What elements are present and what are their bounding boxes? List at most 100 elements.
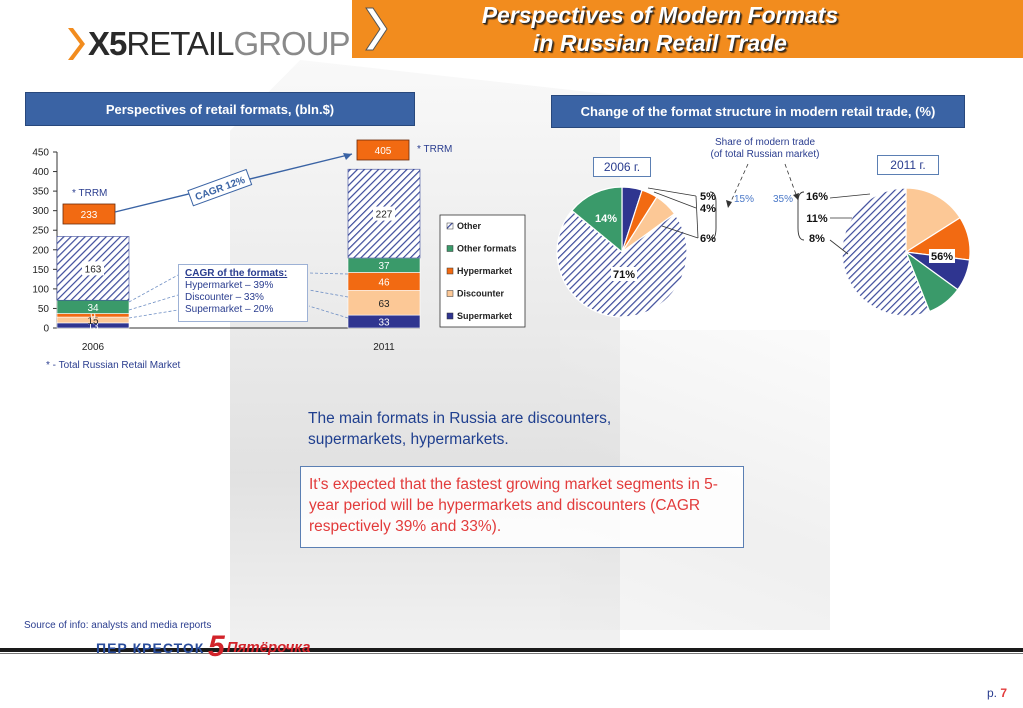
bar-label-box	[82, 261, 104, 276]
pie-slice-discounter	[905, 187, 961, 254]
cagr-connector-line	[308, 272, 349, 275]
share-2011-value: 35%	[773, 194, 794, 205]
bar-value-label: 227	[376, 210, 393, 221]
title-banner	[400, 0, 1023, 58]
bar-value-label: 9	[90, 311, 96, 322]
pie-value-label: 6%	[700, 233, 716, 245]
share-2006-value: 15%	[734, 194, 755, 205]
legend-swatch-other	[446, 222, 454, 230]
pie-2006-brace	[709, 191, 717, 241]
trrm-2006-label: * TRRM	[72, 188, 108, 199]
pie-label-box	[611, 267, 637, 281]
main-formats-text: The main formats in Russia are discounte…	[308, 410, 612, 448]
pie-leader-line	[661, 225, 699, 239]
page-title-line1: Perspectives of Modern Formats	[481, 2, 839, 28]
pie-value-label: 71%	[613, 269, 635, 281]
pie-value-label: 56%	[931, 251, 953, 263]
pie-value-label: 14%	[595, 213, 617, 225]
y-tick-label: 300	[32, 206, 49, 217]
pyaterochka-logo-text: Пятёрочка	[226, 638, 311, 656]
stacked-bar-chart: 0 50 100 150 200 250 300 350 400 450 2006 2011 1315…	[32, 139, 526, 353]
left-section-heading: Perspectives of retail formats, (bln.$)	[25, 92, 415, 126]
right-section-heading: Change of the format structure in modern…	[551, 95, 965, 128]
legend-label-other-formats: Other formats	[457, 244, 517, 254]
pie-leader-line	[647, 187, 697, 197]
y-tick-label: 200	[32, 245, 49, 256]
pie-value-label: 5%	[700, 191, 716, 203]
year-2006-box: 2006 г.	[593, 157, 651, 177]
pie-value-label: 8%	[809, 233, 825, 245]
page-number-value: 7	[1000, 686, 1007, 700]
bar-value-label: 34	[87, 303, 99, 314]
logo-chevron-icon	[68, 28, 85, 60]
bar-value-label: 13	[87, 321, 99, 332]
legend-swatch-hypermarket	[446, 267, 454, 275]
cagr-connector-line	[308, 289, 349, 298]
cagr-arrow-label-group: CAGR 12%	[187, 168, 253, 207]
footer-divider-thin	[0, 653, 1023, 654]
bar-segment-discounter	[347, 290, 421, 316]
x5-logo: X5 RETAIL GROUP	[66, 24, 350, 64]
perekrestok-logo: ПЕР КРЕСТОК	[96, 640, 205, 656]
legend-swatch-supermarket	[446, 312, 454, 320]
bar-value-label: 46	[378, 277, 390, 288]
cagr-connector-line	[128, 294, 179, 311]
pie-value-label: 4%	[700, 203, 716, 215]
trrm-value-label: 405	[375, 146, 392, 157]
expected-growth-text: It’s expected that the fastest growing m…	[300, 466, 744, 548]
page-title-line2: in Russian Retail Trade	[533, 30, 787, 56]
trrm-box	[356, 139, 410, 161]
share-caption-line1: Share of modern trade	[714, 137, 816, 148]
cagr-box: CAGR of the formats: Hypermarket – 39% D…	[178, 264, 308, 322]
trrm-2011-label: * TRRM	[417, 144, 453, 155]
logo-group-text: GROUP	[233, 25, 350, 62]
bar-label-box	[373, 206, 395, 221]
cagr-arrowhead-icon	[343, 153, 352, 160]
banner-chevron-box	[352, 0, 400, 58]
y-tick-label: 50	[38, 304, 50, 315]
legend-label-hypermarket: Hypermarket	[457, 266, 512, 276]
share-caption: Share of modern trade (of total Russian …	[690, 137, 840, 161]
pie-slice-other	[556, 209, 688, 318]
share-caption-line2: (of total Russian market)	[710, 149, 820, 160]
y-tick-label: 150	[32, 265, 49, 276]
bar-value-label: 163	[85, 264, 102, 275]
pie-leader-line	[829, 193, 871, 199]
pie-value-label: 11%	[806, 213, 828, 225]
share-arrow-line	[727, 163, 749, 209]
legend-box	[439, 214, 526, 328]
cagr-line: Supermarket – 20%	[185, 304, 274, 315]
y-tick-label: 0	[43, 324, 49, 335]
pie-slice-other-formats	[571, 186, 623, 254]
logo-retail-text: RETAIL	[126, 25, 234, 62]
pie-2011-brace	[797, 191, 805, 241]
pie-leader-line	[829, 239, 849, 255]
y-tick-label: 250	[32, 226, 49, 237]
logo-x5-text: X5	[88, 25, 127, 62]
cagr-connector-line	[128, 274, 179, 303]
trrm-value-label: 233	[81, 210, 98, 221]
legend-label-discounter: Discounter	[457, 289, 505, 299]
share-arrow-line	[784, 163, 799, 201]
cagr-connector-line	[308, 305, 349, 319]
share-arrowhead-icon	[726, 200, 732, 208]
pyaterochka-logo-number: 5	[208, 630, 225, 663]
y-tick-label: 350	[32, 187, 49, 198]
cagr-line: Hypermarket – 39%	[185, 280, 274, 291]
year-2011-box: 2011 г.	[877, 155, 939, 175]
legend-swatch-discounter	[446, 290, 454, 297]
pie-charts: 5%4%6%71%14% 16%11%8%9%56%	[556, 163, 971, 318]
bar-value-label: 37	[378, 261, 390, 272]
trrm-box	[62, 203, 116, 225]
source-note: Source of info: analysts and media repor…	[24, 620, 212, 631]
x-category-label: 2011	[373, 342, 395, 353]
page-number: p. 7	[987, 686, 1007, 700]
bar-value-label: 15	[87, 316, 99, 327]
y-tick-label: 100	[32, 284, 49, 295]
legend-swatch-other-formats	[446, 245, 454, 252]
pie-label-box	[929, 249, 955, 263]
pie-slice-other	[841, 187, 931, 317]
y-tick-label: 400	[32, 167, 49, 178]
footer-divider	[0, 648, 1023, 652]
y-tick-label: 450	[32, 148, 49, 159]
